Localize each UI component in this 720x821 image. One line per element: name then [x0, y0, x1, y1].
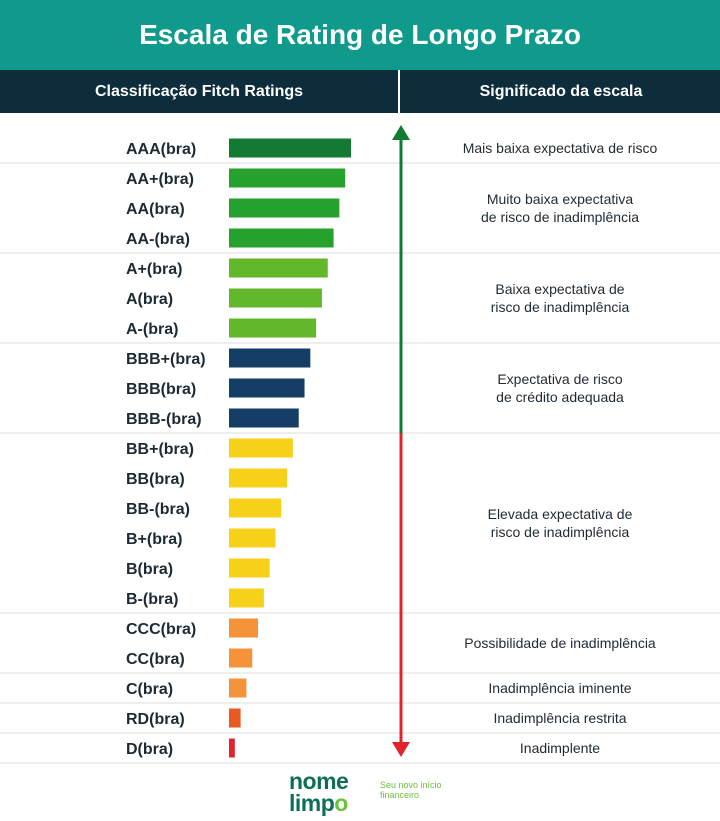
rating-bar — [229, 168, 346, 188]
rating-bar — [229, 738, 235, 758]
rating-label: BB+(bra) — [126, 441, 194, 458]
logo-tagline: Seu novo início financeiro — [380, 780, 442, 800]
rating-label: AAA(bra) — [126, 141, 196, 158]
rating-bar — [229, 618, 259, 638]
rating-label: AA(bra) — [126, 201, 185, 218]
rating-label: BB-(bra) — [126, 501, 190, 518]
rating-bar — [229, 498, 282, 518]
rating-label: A(bra) — [126, 291, 173, 308]
rating-bar — [229, 198, 340, 218]
arrow-head-down — [392, 742, 410, 757]
rating-bar — [229, 138, 351, 158]
header-meaning-column: Significado da escala — [479, 82, 643, 100]
rating-label: B+(bra) — [126, 531, 182, 548]
scale-meaning: Muito baixa expectativa de risco de inadi… — [481, 191, 639, 225]
rating-label: AA-(bra) — [126, 231, 190, 248]
rating-label: A-(bra) — [126, 321, 178, 338]
logo-word-2: limpo — [289, 790, 348, 816]
rating-bar — [229, 258, 328, 278]
rating-bar — [229, 678, 247, 698]
table-header: Classificação Fitch Ratings Significado … — [0, 70, 720, 113]
rating-label: CCC(bra) — [126, 621, 196, 638]
rating-label: A+(bra) — [126, 261, 182, 278]
title-bar: Escala de Rating de Longo Prazo — [0, 0, 720, 70]
arrow-head-up — [392, 125, 410, 140]
rating-bar — [229, 228, 334, 248]
rating-bar — [229, 468, 288, 488]
rating-bar — [229, 588, 264, 608]
rating-bar — [229, 708, 241, 728]
logo-word-1: nome — [289, 768, 349, 794]
scale-meaning: Inadimplência iminente — [488, 680, 631, 696]
rating-label: D(bra) — [126, 741, 173, 758]
header-divider — [398, 70, 400, 113]
header-rating-column: Classificação Fitch Ratings — [94, 82, 304, 100]
rating-label: AA+(bra) — [126, 171, 194, 188]
rating-bar — [229, 348, 311, 368]
scale-meaning: Inadimplência restrita — [493, 710, 626, 726]
rating-bar — [229, 318, 317, 338]
page-title: Escala de Rating de Longo Prazo — [139, 19, 581, 50]
rating-bar — [229, 558, 270, 578]
rating-label: B(bra) — [126, 561, 173, 578]
rating-bar — [229, 438, 293, 458]
rating-label: RD(bra) — [126, 711, 185, 728]
rating-label: BBB(bra) — [126, 381, 196, 398]
rating-bar — [229, 378, 305, 398]
rating-bar — [229, 408, 299, 428]
rating-bar — [229, 648, 253, 668]
brand-logo: nome limpo — [289, 768, 379, 816]
rating-bar — [229, 528, 276, 548]
scale-meaning: Possibilidade de inadimplência — [464, 635, 656, 651]
rating-label: BBB-(bra) — [126, 411, 202, 428]
rating-label: BBB+(bra) — [126, 351, 206, 368]
scale-meaning: Baixa expectativa de risco de inadimplênc… — [491, 281, 630, 315]
scale-meaning: Mais baixa expectativa de risco — [463, 140, 658, 156]
rating-label: C(bra) — [126, 681, 173, 698]
rating-chart: AAA(bra) AA+(bra) AA(bra) AA-(bra) A+(bra) A(… — [0, 125, 720, 764]
scale-meaning: Elevada expectativa de risco de inadimplê… — [488, 506, 633, 540]
rating-label: BB(bra) — [126, 471, 185, 488]
rating-label: CC(bra) — [126, 651, 185, 668]
rating-label: B-(bra) — [126, 591, 178, 608]
scale-meaning: Expectativa de risco de crédito adequada — [496, 371, 624, 405]
scale-meaning: Inadimplente — [520, 740, 600, 756]
rating-bar — [229, 288, 322, 308]
